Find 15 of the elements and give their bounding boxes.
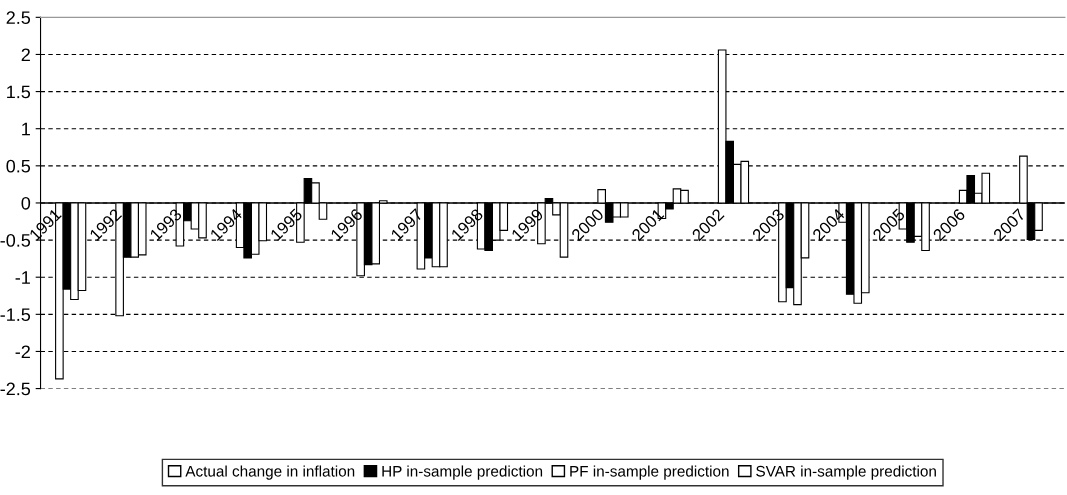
- y-tick-label: -0.5: [0, 234, 31, 247]
- y-tick-label: 2: [21, 48, 30, 61]
- y-tick-label: 1.5: [7, 85, 31, 99]
- legend-label: Actual change in inflation: [185, 465, 355, 480]
- y-tick-label: -2.5: [0, 382, 31, 396]
- legend-label: PF in-sample prediction: [570, 465, 729, 480]
- legend-label: SVAR in-sample prediction: [756, 465, 936, 480]
- y-tick-label: -1.5: [0, 308, 31, 322]
- y-tick-label: 0: [21, 196, 31, 210]
- y-tick-label: 1: [22, 122, 30, 136]
- legend-label: HP in-sample prediction: [382, 465, 543, 480]
- y-tick-label: 0.5: [6, 159, 31, 173]
- y-tick-label: -1: [15, 271, 30, 284]
- y-tick-label: 2.5: [6, 11, 31, 25]
- y-tick-label: -2: [15, 345, 30, 358]
